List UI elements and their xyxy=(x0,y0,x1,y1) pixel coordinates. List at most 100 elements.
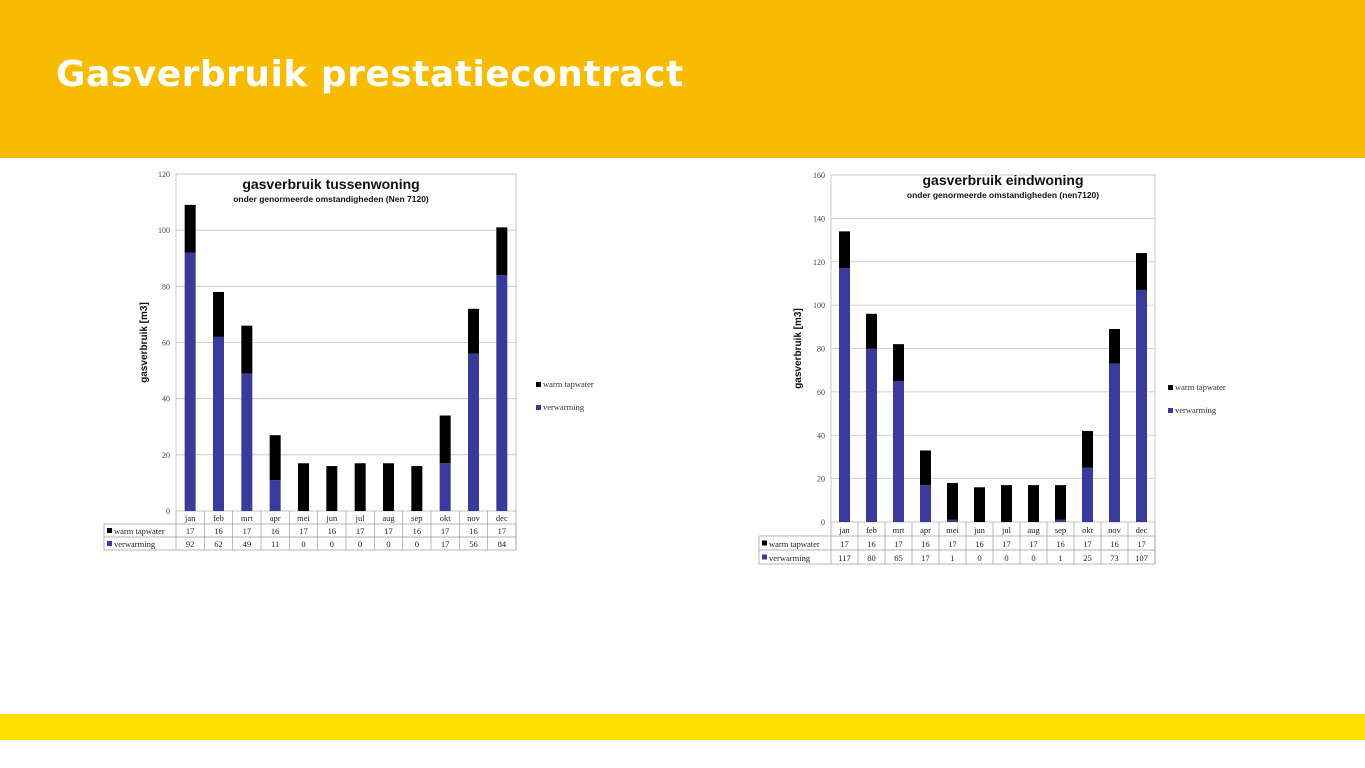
data-label-verwarming: 80 xyxy=(867,553,876,563)
data-label-verwarming: 0 xyxy=(358,539,362,549)
data-label-warm-tapwater: 17 xyxy=(1137,539,1146,549)
x-tick-label: okt xyxy=(440,513,452,523)
header-band: Gasverbruik prestatiecontract xyxy=(0,0,1365,158)
x-tick-label: sep xyxy=(1055,525,1066,535)
data-label-warm-tapwater: 17 xyxy=(894,539,903,549)
x-tick-label: jul xyxy=(355,513,366,523)
x-tick-label: dec xyxy=(496,513,508,523)
bar-warm-tapwater xyxy=(866,313,877,349)
x-tick-label: jun xyxy=(973,525,986,535)
x-tick-label: aug xyxy=(1027,525,1040,535)
data-label-verwarming: 0 xyxy=(1031,553,1035,563)
data-label-verwarming: 117 xyxy=(838,553,850,563)
data-label-verwarming: 73 xyxy=(1110,553,1119,563)
data-label-warm-tapwater: 17 xyxy=(441,526,450,536)
footer-band xyxy=(0,714,1365,740)
bar-warm-tapwater xyxy=(1109,328,1120,364)
data-label-warm-tapwater: 17 xyxy=(384,526,393,536)
bar-verwarming xyxy=(269,480,281,511)
bar-warm-tapwater xyxy=(298,463,309,511)
data-label-verwarming: 11 xyxy=(271,539,279,549)
y-tick-label: 100 xyxy=(813,301,825,310)
data-label-warm-tapwater: 16 xyxy=(1056,539,1065,549)
data-label-verwarming: 1 xyxy=(1058,553,1062,563)
x-tick-label: mrt xyxy=(893,525,905,535)
x-tick-label: sep xyxy=(411,513,422,523)
table-key-verwarming xyxy=(762,554,767,560)
bar-warm-tapwater xyxy=(468,308,479,354)
data-label-verwarming: 0 xyxy=(386,539,390,549)
y-tick-label: 60 xyxy=(162,339,170,348)
table-row-label-verwarming: verwarming xyxy=(114,539,156,549)
chart-title: gasverbruik tussenwoning xyxy=(242,176,419,192)
bar-verwarming xyxy=(947,519,958,522)
legend-key-verwarming xyxy=(536,405,541,410)
y-tick-label: 0 xyxy=(821,518,825,527)
bar-warm-tapwater xyxy=(1055,485,1066,520)
data-label-warm-tapwater: 16 xyxy=(1110,539,1119,549)
page-title: Gasverbruik prestatiecontract xyxy=(56,54,684,95)
table-key-warm-tapwater xyxy=(107,528,112,533)
x-tick-label: jun xyxy=(325,513,338,523)
bar-warm-tapwater xyxy=(496,227,508,276)
bar-warm-tapwater xyxy=(920,450,931,486)
data-label-warm-tapwater: 17 xyxy=(840,539,849,549)
y-tick-label: 140 xyxy=(813,214,825,223)
bar-warm-tapwater xyxy=(213,291,224,337)
legend-key-verwarming xyxy=(1168,408,1173,413)
bar-verwarming xyxy=(893,381,904,522)
bar-warm-tapwater xyxy=(383,463,394,511)
data-label-verwarming: 84 xyxy=(498,539,507,549)
legend-label-warm-tapwater: warm tapwater xyxy=(543,379,594,389)
bar-verwarming xyxy=(1082,467,1093,522)
bar-verwarming xyxy=(839,268,850,522)
y-tick-label: 80 xyxy=(162,282,170,291)
data-label-verwarming: 65 xyxy=(894,553,903,563)
data-label-verwarming: 107 xyxy=(1135,553,1148,563)
y-tick-label: 0 xyxy=(166,507,170,516)
x-tick-label: jul xyxy=(1001,525,1012,535)
y-tick-label: 120 xyxy=(158,170,170,179)
data-label-verwarming: 25 xyxy=(1083,553,1092,563)
bar-warm-tapwater xyxy=(354,463,366,511)
y-tick-label: 160 xyxy=(813,171,825,180)
data-label-warm-tapwater: 16 xyxy=(469,526,478,536)
table-row-label-warm-tapwater: warm tapwater xyxy=(114,526,165,536)
data-label-verwarming: 17 xyxy=(441,539,450,549)
data-label-warm-tapwater: 16 xyxy=(271,526,280,536)
bar-warm-tapwater xyxy=(947,482,958,520)
x-tick-label: mei xyxy=(946,525,959,535)
chart-tussenwoning: 0 20 40 60 80 100 120 gasverbruik tussenwoning o… xyxy=(103,170,594,551)
x-tick-label: feb xyxy=(213,513,224,523)
legend-label-verwarming: verwarming xyxy=(543,402,585,412)
bar-verwarming xyxy=(1109,363,1120,522)
data-label-warm-tapwater: 16 xyxy=(413,526,422,536)
x-tick-label: aug xyxy=(382,513,395,523)
data-label-warm-tapwater: 17 xyxy=(356,526,365,536)
data-label-verwarming: 0 xyxy=(977,553,981,563)
y-axis-label: gasverbruik [m3] xyxy=(139,302,150,383)
bar-warm-tapwater xyxy=(839,231,850,269)
data-label-warm-tapwater: 17 xyxy=(948,539,957,549)
data-label-warm-tapwater: 16 xyxy=(867,539,876,549)
chart-title: gasverbruik eindwoning xyxy=(922,172,1083,188)
bar-verwarming xyxy=(920,485,931,522)
y-tick-label: 40 xyxy=(162,395,170,404)
y-axis-label: gasverbruik [m3] xyxy=(793,308,804,389)
bar-verwarming xyxy=(241,373,253,511)
y-tick-label: 120 xyxy=(813,258,825,267)
bar-warm-tapwater xyxy=(326,466,338,511)
x-tick-label: nov xyxy=(1108,525,1122,535)
bar-warm-tapwater xyxy=(184,204,196,253)
x-tick-label: feb xyxy=(866,525,877,535)
legend-key-warm-tapwater xyxy=(536,382,541,387)
y-tick-label: 20 xyxy=(817,475,825,484)
bar-warm-tapwater xyxy=(1082,430,1093,468)
x-tick-label: mei xyxy=(297,513,310,523)
bar-verwarming xyxy=(496,275,508,511)
table-row-label-verwarming: verwarming xyxy=(769,553,811,563)
table-key-verwarming xyxy=(107,541,112,546)
bar-verwarming xyxy=(439,463,451,511)
data-label-verwarming: 0 xyxy=(415,539,419,549)
y-tick-label: 80 xyxy=(817,345,825,354)
